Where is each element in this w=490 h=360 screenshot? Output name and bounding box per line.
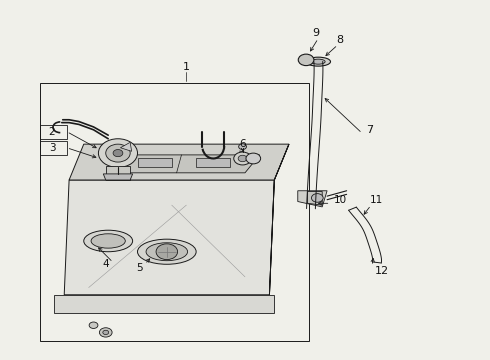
Circle shape	[98, 139, 138, 167]
Circle shape	[89, 322, 98, 328]
Circle shape	[312, 194, 323, 202]
Text: 3: 3	[49, 143, 55, 153]
Circle shape	[156, 244, 177, 260]
Bar	[106, 166, 130, 180]
Circle shape	[99, 328, 112, 337]
Bar	[196, 158, 230, 167]
Circle shape	[113, 149, 123, 157]
Ellipse shape	[84, 230, 133, 252]
Bar	[40, 83, 309, 341]
Circle shape	[298, 54, 314, 66]
Polygon shape	[270, 144, 289, 295]
Polygon shape	[108, 155, 260, 173]
Circle shape	[234, 152, 251, 165]
Polygon shape	[103, 174, 133, 180]
Polygon shape	[69, 144, 289, 180]
Text: 6: 6	[239, 139, 246, 149]
Ellipse shape	[312, 59, 325, 64]
Polygon shape	[121, 142, 132, 151]
Circle shape	[106, 144, 130, 162]
Text: 12: 12	[375, 266, 389, 276]
Text: 11: 11	[369, 195, 383, 205]
Polygon shape	[64, 180, 274, 295]
Circle shape	[239, 144, 246, 149]
Text: 5: 5	[137, 263, 143, 273]
Text: 10: 10	[334, 195, 347, 205]
Bar	[40, 141, 67, 155]
Bar	[138, 158, 172, 167]
Circle shape	[103, 330, 109, 334]
Circle shape	[238, 155, 247, 162]
Ellipse shape	[146, 243, 188, 261]
Polygon shape	[308, 192, 322, 205]
Text: 2: 2	[49, 127, 55, 137]
Circle shape	[246, 153, 261, 164]
Text: 9: 9	[312, 28, 319, 38]
Text: 7: 7	[366, 125, 373, 135]
Polygon shape	[298, 191, 327, 207]
Text: 1: 1	[183, 62, 190, 72]
Polygon shape	[54, 295, 274, 313]
Text: 4: 4	[102, 259, 109, 269]
Ellipse shape	[91, 234, 125, 248]
Ellipse shape	[138, 239, 196, 264]
Ellipse shape	[306, 57, 331, 66]
Text: 8: 8	[337, 35, 344, 45]
Bar	[40, 125, 67, 139]
